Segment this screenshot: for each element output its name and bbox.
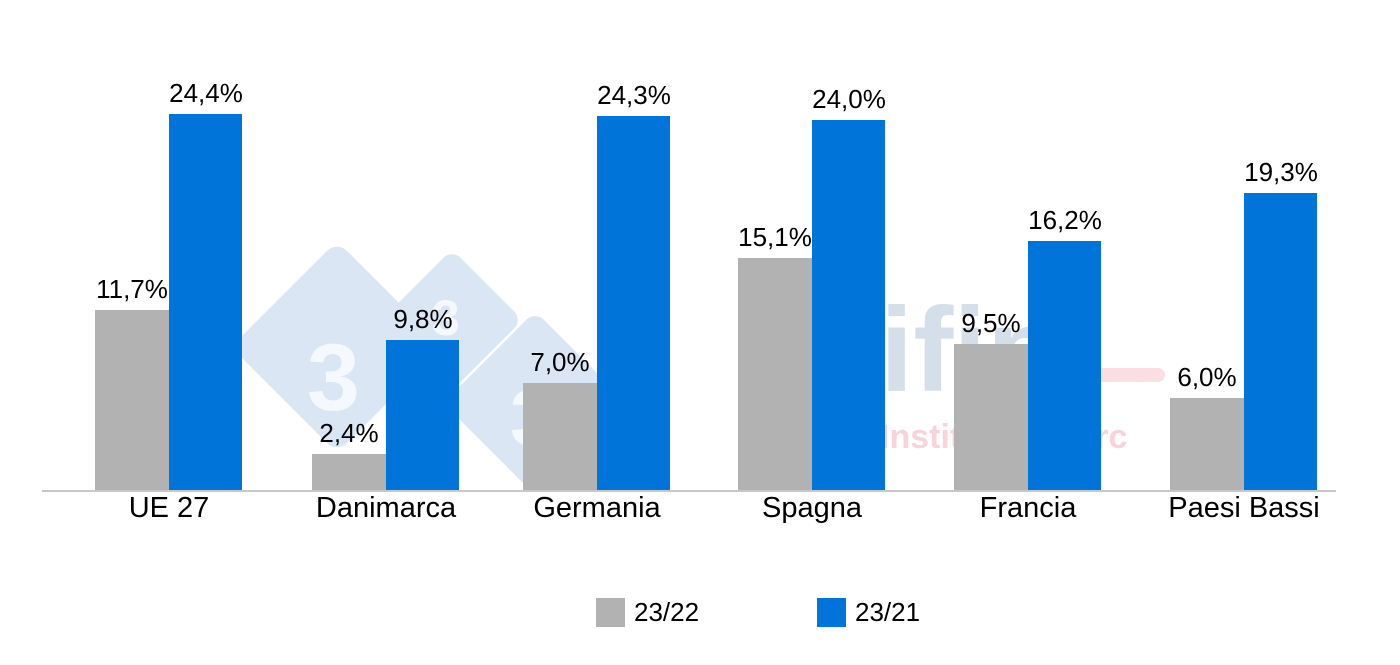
data-label: 9,5% [961, 308, 1021, 339]
bar-23-21 [1028, 240, 1101, 491]
data-label: 7,0% [530, 346, 590, 377]
x-axis-category-label: Danimarca [315, 492, 457, 524]
data-label: 9,8% [393, 303, 453, 334]
data-label: 6,0% [1177, 362, 1237, 393]
x-axis-category-label: Paesi Bassi [1168, 492, 1320, 524]
bar-23-22 [1170, 398, 1244, 491]
data-label: 19,3% [1244, 156, 1318, 187]
x-axis-category-label: Spagna [762, 492, 862, 524]
bar-23-22 [954, 344, 1028, 491]
legend-swatch-gray [596, 598, 625, 627]
legend-label: 23/21 [855, 597, 921, 627]
data-label: 24,4% [169, 78, 243, 109]
bar-23-21 [1244, 192, 1317, 491]
x-axis-line [42, 490, 1336, 492]
data-label: 11,7% [96, 274, 168, 305]
x-axis-category-label: Germania [533, 492, 661, 524]
bar-23-21 [386, 339, 459, 491]
data-label: 16,2% [1028, 204, 1102, 235]
legend-label: 23/22 [634, 597, 700, 627]
data-label: 24,3% [597, 79, 671, 110]
legend-swatch-blue [817, 598, 846, 627]
x-axis-category-label: Francia [979, 492, 1077, 524]
data-label: 2,4% [319, 417, 379, 448]
bar-23-21 [812, 120, 885, 491]
bar-23-21 [169, 114, 242, 491]
bar-23-21 [597, 115, 670, 491]
svg-text:3: 3 [307, 325, 360, 431]
bar-23-22 [523, 382, 597, 491]
data-label: 24,0% [812, 84, 886, 115]
legend-item-23-22: 23/22 [596, 597, 699, 628]
x-axis-category-label: UE 27 [128, 492, 210, 524]
bar-23-22 [738, 257, 812, 491]
bar-23-22 [95, 310, 169, 491]
legend-item-23-21: 23/21 [817, 597, 920, 628]
data-label: 15,1% [738, 221, 812, 252]
bar-23-22 [312, 453, 386, 491]
